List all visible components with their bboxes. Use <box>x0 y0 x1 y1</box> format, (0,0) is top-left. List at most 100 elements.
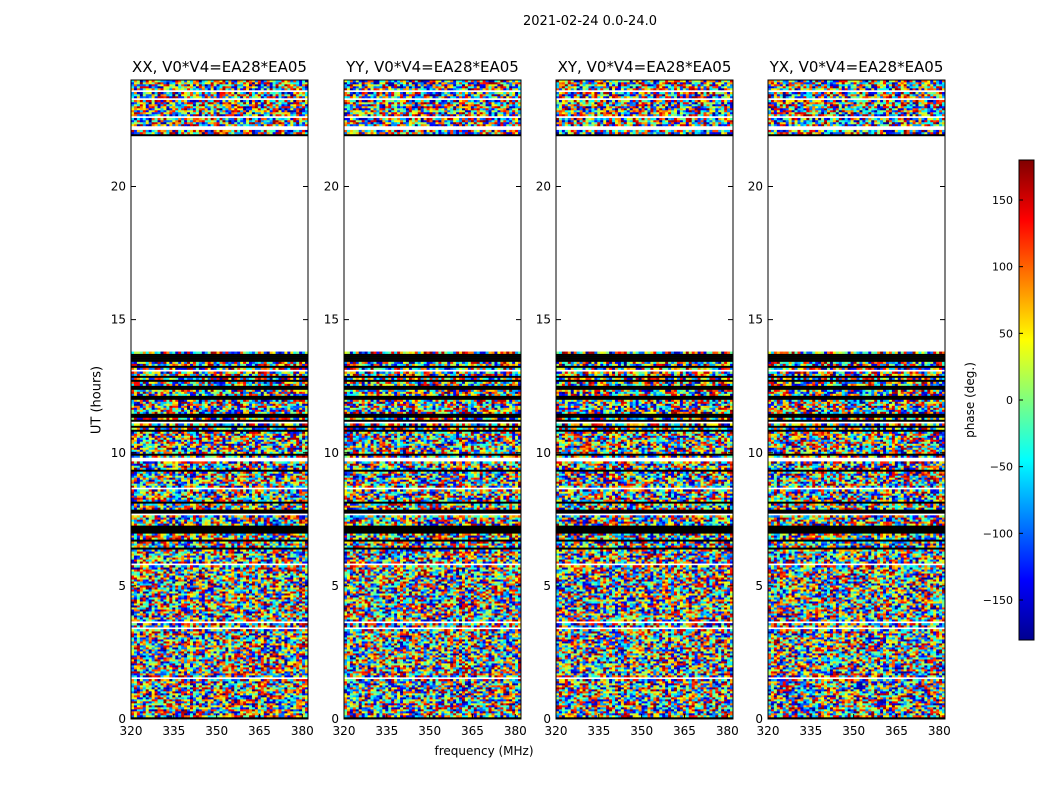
heatmap-cell <box>302 651 306 654</box>
heatmap-cell <box>190 649 194 652</box>
heatmap-cell <box>163 703 167 706</box>
heatmap-cell <box>181 553 185 556</box>
heatmap-cell <box>172 703 176 706</box>
heatmap-cell <box>157 689 161 692</box>
heatmap-cell <box>195 553 200 556</box>
heatmap-cell <box>293 715 297 718</box>
heatmap-cell <box>160 693 164 696</box>
heatmap-cell <box>275 587 279 590</box>
heatmap-cell <box>204 557 208 560</box>
heatmap-cell <box>213 565 217 568</box>
heatmap-cell <box>287 561 291 564</box>
heatmap-cell <box>231 705 235 708</box>
heatmap-cell <box>234 599 238 602</box>
heatmap-cell <box>266 579 270 582</box>
heatmap-cell <box>228 549 232 552</box>
heatmap-cell <box>192 559 197 562</box>
heatmap-cell <box>296 707 300 710</box>
heatmap-cell <box>172 649 176 652</box>
heatmap-cell <box>305 715 309 718</box>
heatmap-cell <box>290 571 294 574</box>
heatmap-cell <box>228 553 232 556</box>
heatmap-cell <box>246 577 250 580</box>
heatmap-cell <box>299 557 303 560</box>
heatmap-cell <box>184 585 188 588</box>
heatmap-cell <box>263 617 267 620</box>
heatmap-cell <box>142 605 147 608</box>
heatmap-cell <box>172 647 176 650</box>
heatmap-cell <box>145 639 149 642</box>
heatmap-cell <box>263 593 267 596</box>
heatmap-cell <box>257 577 262 580</box>
heatmap-cell <box>192 671 197 674</box>
heatmap-cell <box>299 707 303 710</box>
heatmap-cell <box>246 585 250 588</box>
heatmap-cell <box>133 571 138 574</box>
heatmap-cell <box>272 685 276 688</box>
heatmap-cell <box>275 565 279 568</box>
heatmap-cell <box>302 663 306 666</box>
heatmap-cell <box>192 655 197 658</box>
heatmap-cell <box>266 559 270 562</box>
heatmap-cell <box>293 617 297 620</box>
heatmap-cell <box>160 577 164 580</box>
heatmap-cell <box>293 671 297 674</box>
heatmap-cell <box>154 583 158 586</box>
heatmap-cell <box>192 701 197 704</box>
heatmap-cell <box>219 541 223 544</box>
heatmap-cell <box>133 577 138 580</box>
heatmap-cell <box>266 629 270 632</box>
heatmap-cell <box>237 687 241 690</box>
heatmap-cell <box>275 655 279 658</box>
heatmap-cell <box>172 553 176 556</box>
heatmap-cell <box>284 695 288 698</box>
heatmap-cell <box>175 595 179 598</box>
heatmap-cell <box>210 615 214 618</box>
heatmap-cell <box>166 571 170 574</box>
heatmap-cell <box>184 643 188 646</box>
heatmap-cell <box>290 697 294 700</box>
heatmap-cell <box>260 613 265 616</box>
heatmap-cell <box>216 545 220 548</box>
heatmap-cell <box>284 575 288 578</box>
heatmap-cell <box>281 609 285 612</box>
heatmap-cell <box>240 693 244 696</box>
heatmap-cell <box>178 689 182 692</box>
heatmap-cell <box>272 601 276 604</box>
heatmap-cell <box>163 595 167 598</box>
heatmap-cell <box>163 549 167 552</box>
heatmap-cell <box>210 625 214 628</box>
heatmap-cell <box>299 681 303 684</box>
heatmap-cell <box>228 663 232 666</box>
heatmap-cell <box>190 553 194 556</box>
heatmap-cell <box>284 565 288 568</box>
heatmap-cell <box>299 595 303 598</box>
heatmap-cell <box>184 551 188 554</box>
heatmap-cell <box>133 699 138 702</box>
heatmap-cell <box>219 687 223 690</box>
heatmap-cell <box>269 709 273 712</box>
heatmap-cell <box>216 703 220 706</box>
heatmap-cell <box>178 713 182 716</box>
heatmap-cell <box>222 679 226 682</box>
heatmap-cell <box>290 711 294 714</box>
heatmap-cell <box>195 601 200 604</box>
heatmap-cell <box>219 603 223 606</box>
heatmap-cell <box>169 545 173 548</box>
heatmap-cell <box>302 635 306 638</box>
heatmap-cell <box>166 673 170 676</box>
heatmap-cell <box>254 703 259 706</box>
heatmap-cell <box>275 589 279 592</box>
heatmap-cell <box>222 697 226 700</box>
heatmap-cell <box>148 605 152 608</box>
heatmap-cell <box>190 549 194 552</box>
heatmap-cell <box>222 659 226 662</box>
heatmap-cell <box>278 653 282 656</box>
heatmap-cell <box>213 661 217 664</box>
heatmap-cell <box>290 587 294 590</box>
heatmap-cell <box>284 571 288 574</box>
heatmap-cell <box>148 611 152 614</box>
heatmap-cell <box>145 619 149 622</box>
heatmap-cell <box>281 605 285 608</box>
heatmap-cell <box>210 559 214 562</box>
